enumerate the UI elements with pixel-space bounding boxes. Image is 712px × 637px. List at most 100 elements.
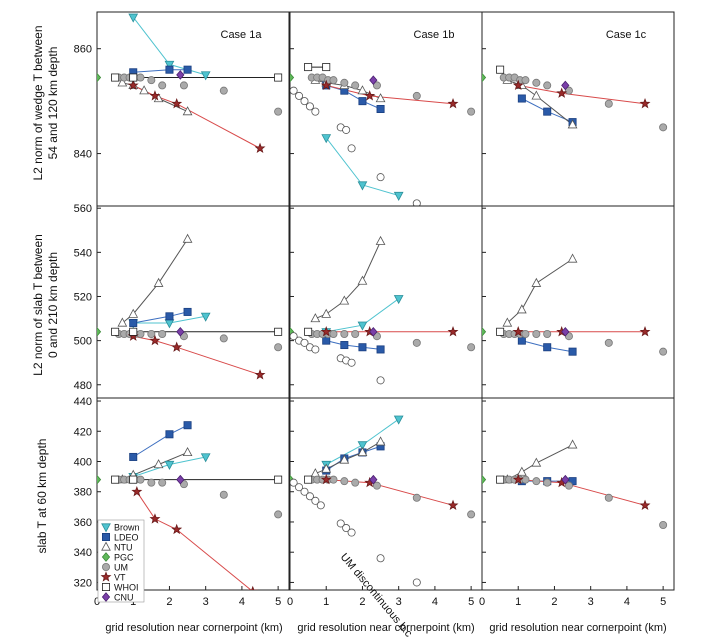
point-whoi — [129, 475, 138, 484]
point-ntu — [357, 446, 368, 457]
point-ntu — [117, 77, 128, 87]
point-whoi — [274, 73, 283, 82]
point-ntu — [531, 457, 542, 467]
plot-area — [290, 235, 476, 385]
x-tick-label: 2 — [551, 596, 557, 608]
point-ntu — [567, 253, 578, 263]
point-brown — [128, 13, 139, 23]
y-tick-label: 420 — [74, 426, 92, 438]
legend-marker-ntu — [101, 541, 111, 551]
point-um — [467, 510, 476, 519]
point-um — [659, 123, 668, 132]
point-vt — [639, 326, 651, 337]
series-line-ldeo — [326, 340, 381, 350]
point-cnu — [176, 474, 185, 485]
point-ntu — [339, 295, 350, 305]
point-ntu — [182, 446, 193, 457]
point-um — [659, 520, 668, 529]
point-vt — [171, 523, 183, 535]
point-brown — [200, 312, 211, 322]
point-vt — [127, 79, 139, 91]
case-title: Case 1b — [414, 29, 455, 41]
y-tick-label: 520 — [74, 291, 92, 303]
legend-marker-um — [102, 563, 111, 572]
point-brown — [200, 71, 211, 81]
point-um — [329, 76, 338, 85]
point-um — [329, 475, 338, 484]
point-vt — [149, 513, 161, 524]
point-pgc — [482, 326, 487, 337]
point-ldeo — [183, 65, 192, 74]
point-um — [147, 478, 156, 487]
point-um — [467, 107, 476, 116]
y-tick-label: 340 — [74, 547, 92, 559]
legend-label-ldeo: LDEO — [114, 533, 139, 543]
legend-marker-vt — [100, 571, 112, 582]
point-vt — [556, 87, 568, 98]
point-um — [604, 493, 613, 502]
point-ldeo — [543, 107, 552, 116]
point-pgc — [97, 326, 102, 337]
point-whoi — [129, 327, 138, 336]
point-um — [521, 76, 530, 85]
point-vt — [639, 98, 651, 109]
point-whoi — [304, 327, 313, 336]
x-axis-label-col1: grid resolution near cornerpoint (km) — [105, 622, 282, 634]
point-ntu — [516, 304, 527, 314]
panel-frame — [96, 11, 290, 207]
panel-slab-1a: 480 500 520 540 560 — [74, 203, 290, 399]
case-title: Case 1a — [221, 29, 263, 41]
point-um — [564, 86, 573, 95]
point-um — [179, 81, 188, 90]
point-whoi — [496, 475, 505, 484]
point-um — [136, 475, 145, 484]
point-ntu — [357, 85, 368, 95]
point-vt — [320, 326, 332, 337]
point-ldeo — [322, 336, 331, 345]
point-whoi — [304, 475, 313, 484]
y-tick-label: 440 — [74, 396, 92, 408]
point-ldeo — [129, 318, 138, 327]
point-um — [147, 76, 156, 85]
point-um-discontinuous — [412, 199, 421, 206]
legend-marker-whoi — [102, 583, 111, 592]
point-ldeo — [376, 105, 385, 114]
point-um-discontinuous — [376, 376, 385, 385]
point-um — [543, 329, 552, 338]
legend-marker-cnu — [101, 592, 111, 602]
point-um-discontinuous — [290, 86, 298, 95]
x-tick-label: 4 — [239, 596, 245, 608]
point-um — [219, 334, 228, 343]
x-tick-label: 4 — [432, 596, 438, 608]
case-title: Case 1c — [606, 29, 647, 41]
plot-area — [97, 421, 283, 590]
x-axis-labels: grid resolution near cornerpoint (km) gr… — [105, 622, 666, 634]
x-tick-label: 4 — [624, 596, 630, 608]
point-um — [351, 81, 360, 90]
point-whoi — [274, 475, 283, 484]
point-um-discontinuous — [412, 578, 421, 587]
point-vt — [447, 326, 459, 337]
plot-area — [482, 65, 668, 132]
legend-marker-ldeo — [102, 533, 111, 542]
series-line-ntu — [507, 79, 573, 126]
point-pgc — [482, 72, 487, 83]
point-ntu — [182, 106, 193, 116]
y-tick-label: 320 — [74, 577, 92, 589]
point-whoi — [129, 73, 138, 82]
point-um — [158, 478, 167, 487]
point-ldeo — [517, 94, 526, 103]
point-ldeo — [358, 97, 367, 106]
point-vt — [512, 79, 524, 91]
point-um-discontinuous — [311, 107, 320, 116]
point-um-discontinuous — [376, 554, 385, 563]
point-ldeo — [165, 430, 174, 439]
point-ldeo — [340, 341, 349, 350]
point-cnu — [369, 474, 378, 485]
point-ntu — [375, 436, 386, 446]
point-whoi — [274, 327, 283, 336]
series-line-vt — [133, 335, 261, 376]
point-um-discontinuous — [295, 91, 304, 100]
y-tick-label: 840 — [74, 149, 92, 161]
